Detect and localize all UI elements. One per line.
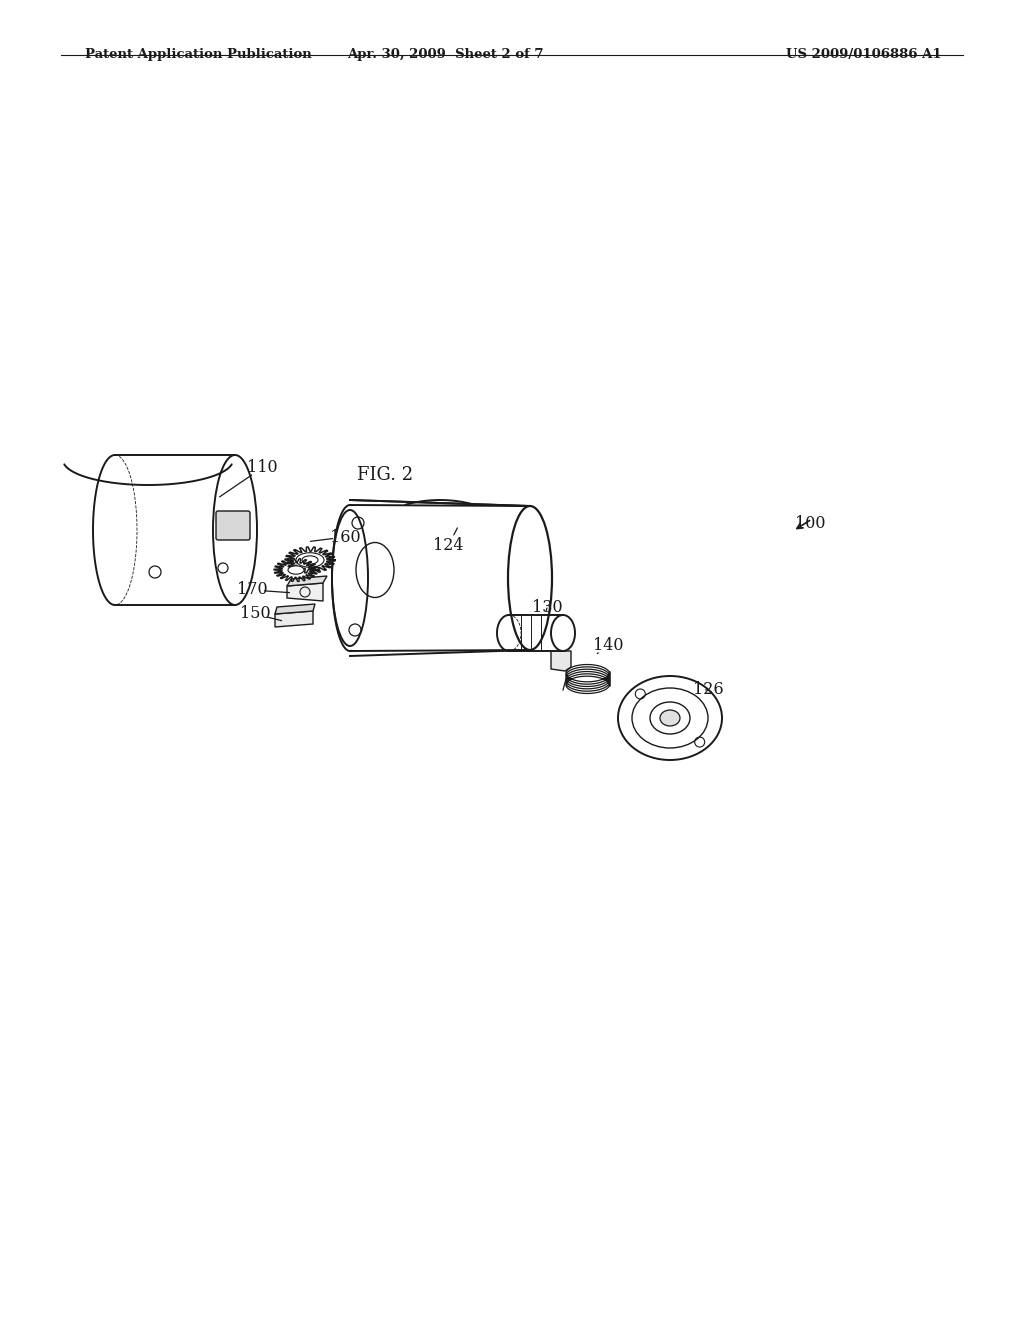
Text: 100: 100 [795,515,825,532]
Text: 150: 150 [240,606,270,623]
Text: Apr. 30, 2009  Sheet 2 of 7: Apr. 30, 2009 Sheet 2 of 7 [347,48,544,61]
Text: 126: 126 [692,681,723,698]
Text: Patent Application Publication: Patent Application Publication [85,48,311,61]
Ellipse shape [302,556,318,564]
FancyBboxPatch shape [216,511,250,540]
Polygon shape [287,583,323,601]
Text: 160: 160 [330,528,360,545]
Ellipse shape [660,710,680,726]
Text: 140: 140 [593,636,624,653]
Text: US 2009/0106886 A1: US 2009/0106886 A1 [786,48,942,61]
Polygon shape [275,611,313,627]
Text: FIG. 2: FIG. 2 [357,466,413,484]
Polygon shape [551,651,571,671]
Text: 170: 170 [237,582,267,598]
Polygon shape [275,605,315,614]
Text: 130: 130 [531,599,562,616]
Text: 124: 124 [433,537,463,554]
Text: 110: 110 [247,459,278,477]
Polygon shape [287,576,327,586]
Ellipse shape [288,566,304,574]
